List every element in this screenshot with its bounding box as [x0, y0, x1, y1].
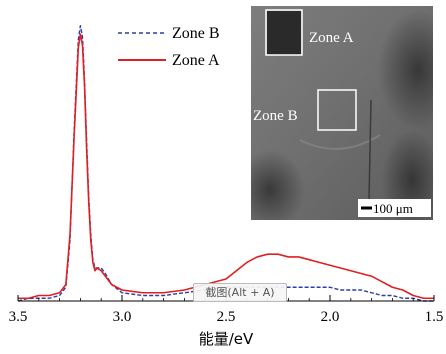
inset-dark-pit	[267, 11, 301, 55]
legend: Zone B Zone A	[118, 25, 220, 69]
inset-region-b-box	[317, 89, 357, 131]
x-tick-label: 3.5	[9, 309, 28, 325]
x-tick-label: 2.5	[217, 309, 236, 325]
x-tick-label: 1.5	[425, 309, 444, 325]
legend-label-zone-b: Zone B	[172, 25, 220, 42]
inset-crack-line	[368, 99, 372, 201]
inset-dark-region-bottom-right	[382, 130, 433, 220]
inset-region-a-label: Zone A	[309, 30, 354, 46]
inset-region-a-box	[265, 9, 303, 56]
sem-inset-image: Zone A Zone B 100 μm	[251, 6, 433, 220]
x-tick-label: 2.0	[321, 309, 340, 325]
inset-dark-region-left	[251, 150, 305, 220]
inset-dark-region-right	[378, 10, 433, 130]
x-tick-label: 3.0	[113, 309, 132, 325]
scale-bar-background	[358, 199, 431, 217]
plot-area: 3.5 3.0 2.5 2.0 1.5 能量/eV	[9, 25, 444, 348]
x-axis-title: 能量/eV	[199, 330, 254, 348]
screenshot-shortcut-tooltip: 截图(Alt + A)	[193, 283, 287, 302]
series-layer	[17, 25, 434, 302]
x-tick-layer: 3.5 3.0 2.5 2.0 1.5	[9, 295, 444, 325]
legend-label-zone-a: Zone A	[172, 52, 220, 69]
inset-region-b-label: Zone B	[253, 108, 298, 124]
inset-surface-streak	[299, 134, 381, 150]
scale-bar-label: 100 μm	[373, 201, 413, 216]
series-line-zone-a	[18, 33, 434, 300]
